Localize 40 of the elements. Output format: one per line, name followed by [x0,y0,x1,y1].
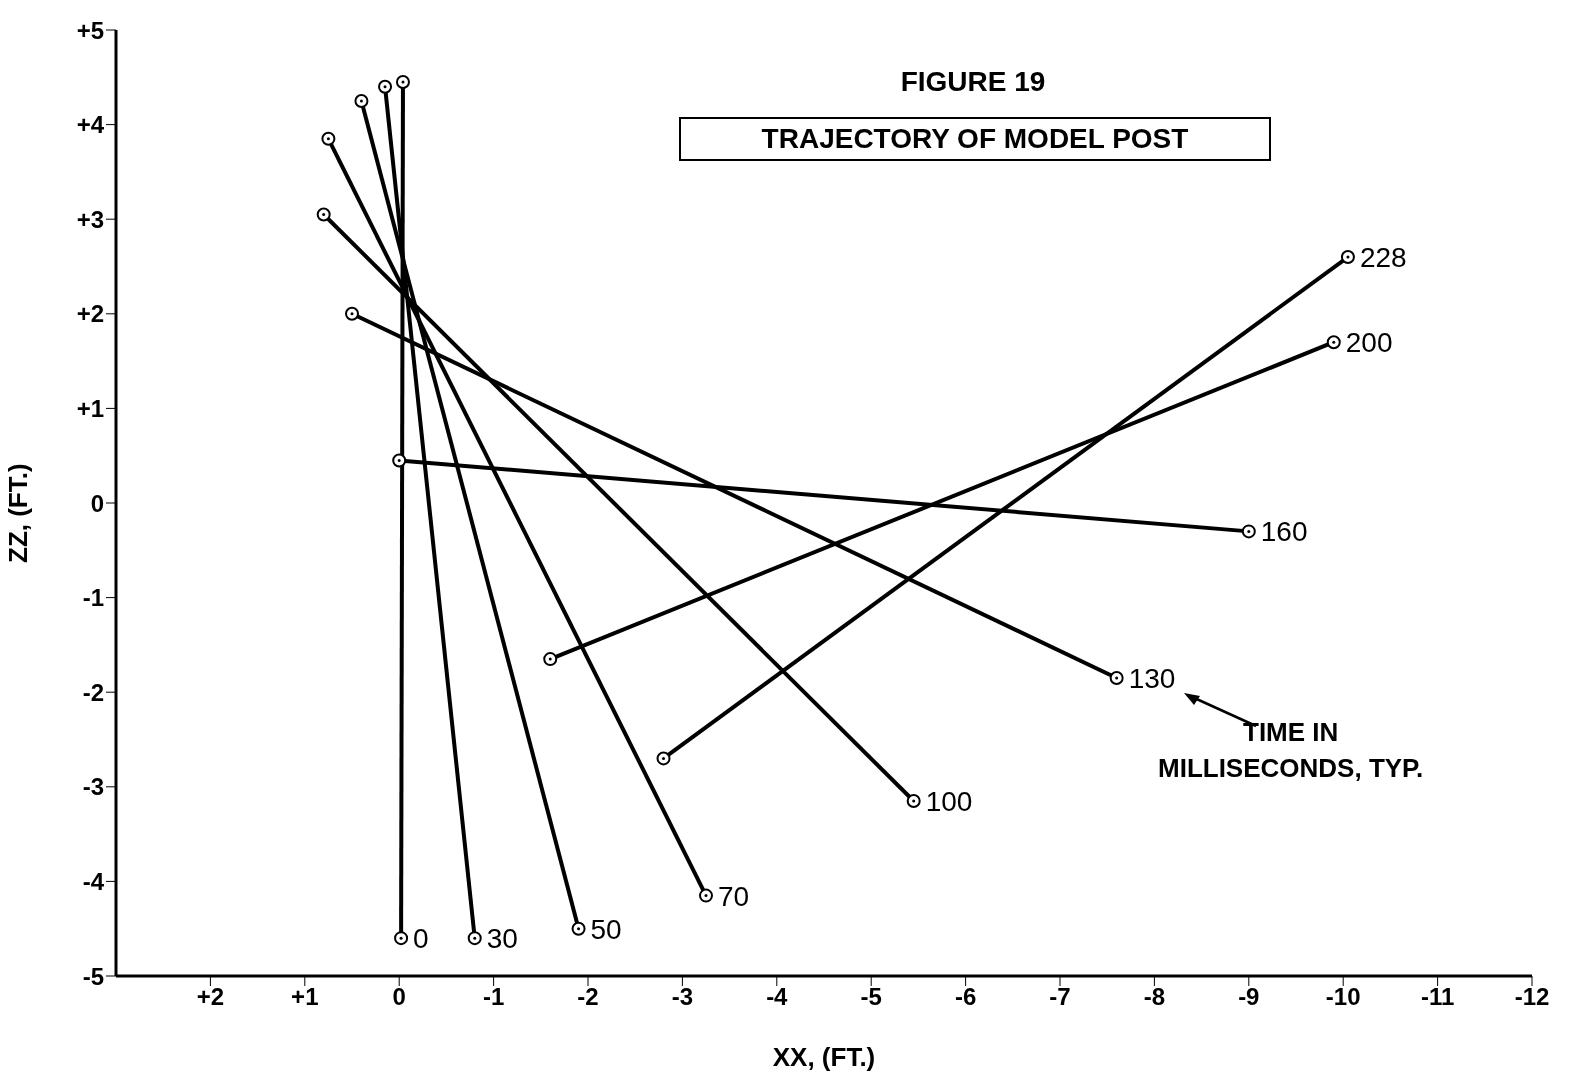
y-tick-label: -5 [82,962,104,990]
series-label: 70 [718,880,750,912]
x-tick-label: -7 [1049,983,1071,1011]
y-axis-title: ZZ, (FT.) [3,463,34,563]
y-tick-label: +1 [76,394,104,422]
y-tick-label: +2 [76,300,104,328]
y-tick-label: 0 [90,489,104,517]
annotation: TIME IN MILLISECONDS, TYP. [1158,716,1424,785]
x-tick-label: +1 [291,983,319,1011]
x-tick-label: -3 [671,983,694,1011]
text: TRAJECTORY OF MODEL POST [679,117,1271,161]
x-tick-label: -10 [1325,983,1361,1011]
series-label: 200 [1345,327,1393,359]
x-tick-label: -4 [766,983,789,1011]
series-label: 130 [1128,663,1176,695]
y-tick-label: +4 [76,111,105,139]
x-tick-label: -2 [577,983,599,1011]
x-tick-label: -11 [1420,983,1455,1011]
series-label: 160 [1260,516,1308,548]
x-tick-label: 0 [392,983,406,1011]
series-label: 0 [413,923,429,955]
x-tick-label: -5 [860,983,882,1011]
series-label: 228 [1359,242,1407,274]
y-tick-label: -2 [82,678,104,706]
x-tick-label: -9 [1238,983,1260,1011]
y-tick-label: -3 [82,773,104,801]
y-tick-label: -4 [82,867,105,895]
series-label: 50 [590,913,622,945]
y-tick-label: +5 [76,16,104,44]
x-tick-label: -6 [954,983,977,1011]
series-label: 30 [486,923,518,955]
x-tick-label: -12 [1514,983,1550,1011]
x-tick-label: -8 [1143,983,1166,1011]
y-tick-label: -1 [82,584,104,612]
x-tick-label: -1 [482,983,505,1011]
x-axis-title: XX, (FT.) [772,1042,876,1072]
y-tick-label: +3 [76,205,104,233]
x-tick-label: +2 [196,983,225,1011]
series-label: 100 [925,785,973,817]
text: FIGURE 19 [899,66,1047,98]
